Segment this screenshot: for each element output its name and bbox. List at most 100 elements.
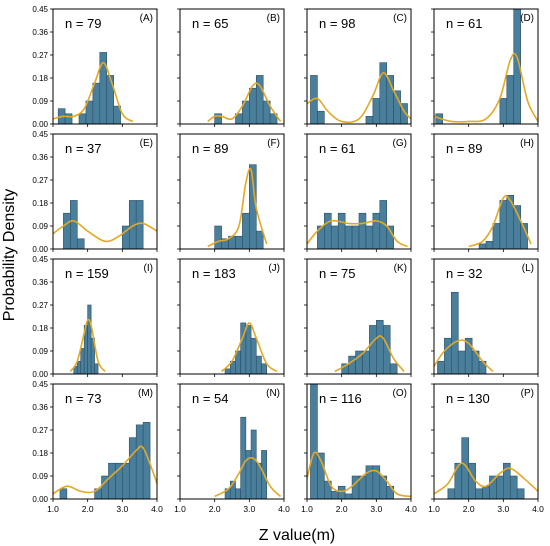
histogram-bar [379,62,388,125]
panel-p: n = 130 (P) 1.0 2.0 3.0 4.0 [428,383,544,514]
histogram-bar [235,235,243,250]
histogram-bar [365,116,374,125]
x-tick-label: 2.0 [82,504,94,514]
panel-grid: n = 79 (A) 0.00 0.09 0.18 0.27 0.36 0.45 n = 65 (… [32,5,544,514]
kde-curve [52,61,134,123]
y-tick-label: 0.45 [32,255,48,264]
histogram-bar [344,225,353,250]
panel-letter: (I) [144,263,153,274]
histogram-bar [224,368,231,375]
sample-size-label: n = 159 [65,266,109,281]
y-tick-label: 0.00 [32,120,48,129]
kde-curve [221,322,278,373]
y-tick-label: 0.09 [32,347,48,356]
y-tick-label: 0.45 [32,380,48,389]
panel-h: n = 89 (H) [431,133,539,252]
histogram-bar [122,462,130,500]
panel-letter: (K) [394,263,407,274]
y-tick-label: 0.00 [32,370,48,379]
histogram-bar [393,90,401,125]
histogram-bar [235,488,241,500]
x-tick-label: 3.0 [497,504,509,514]
sample-size-label: n = 54 [192,391,229,406]
panel-l: n = 32 (L) [431,258,539,377]
histogram-bar [437,360,445,375]
x-tick-label: 4.0 [151,504,163,514]
panel-frame [52,133,158,250]
panel-b: n = 65 (B) [177,8,285,127]
panel-j: n = 183 (J) [177,258,285,377]
kde-curve [69,318,106,372]
x-tick-label: 2.0 [336,504,348,514]
panel-e: n = 37 (E) 0.00 0.09 0.18 0.27 0.36 0.45 [32,130,158,254]
panel-n: n = 54 (N) 1.0 2.0 3.0 4.0 [174,383,290,514]
histogram-bar [478,243,487,250]
histogram-bar [92,82,101,125]
x-tick-label: 4.0 [278,504,290,514]
histogram-bar [250,429,257,500]
y-tick-label: 0.09 [32,222,48,231]
panel-letter: (P) [521,388,534,399]
kde-curve [207,167,268,248]
x-tick-label: 2.0 [209,504,221,514]
panel-frame [179,383,285,500]
histogram-bar [255,230,264,250]
kde-curve [306,219,408,248]
histogram-bar [214,225,222,250]
histogram-bar [485,241,494,250]
panel-letter: (C) [393,13,407,24]
y-tick-label: 0.36 [32,153,48,162]
histogram-bar [516,488,525,500]
histogram-bar [351,225,360,250]
panel-letter: (H) [520,138,534,149]
x-axis-title: Z value(m) [259,527,335,544]
kde-curve [433,52,539,123]
x-tick-label: 3.0 [116,504,128,514]
panel-letter: (N) [266,388,280,399]
histogram-bar [261,363,267,375]
y-tick-label: 0.45 [32,130,48,139]
sample-size-label: n = 89 [446,141,483,156]
panel-g: n = 61 (G) [304,133,412,252]
sample-size-label: n = 130 [446,391,490,406]
histogram-bar [245,325,252,375]
panel-a: n = 79 (A) 0.00 0.09 0.18 0.27 0.36 0.45 [32,5,158,129]
histogram-bar [310,383,318,500]
sample-size-label: n = 116 [319,391,362,406]
histogram-bar [348,355,356,375]
x-tick-label: 1.0 [174,504,186,514]
y-tick-label: 0.09 [32,97,48,106]
y-tick-label: 0.27 [32,51,48,60]
panel-frame [306,133,412,250]
panel-c: n = 98 (C) [304,8,412,127]
panel-frame [306,383,412,500]
panel-letter: (A) [140,13,153,24]
kde-curve [207,82,282,123]
histogram-bar [94,363,99,375]
histogram-bar [372,212,381,250]
histogram-bar [255,355,262,375]
histogram-bar [376,320,384,375]
panel-letter: (O) [393,388,407,399]
y-tick-label: 0.18 [32,199,48,208]
histogram-bar [496,475,504,500]
histogram-bar [76,360,82,375]
histogram-bar [389,363,398,375]
histogram-bar [87,304,92,375]
histogram-bar [324,212,332,250]
sample-size-label: n = 61 [446,16,483,31]
x-tick-label: 4.0 [405,504,417,514]
x-tick-label: 1.0 [47,504,59,514]
y-tick-label: 0.36 [32,28,48,37]
histogram-bar [64,113,73,125]
panel-letter: (F) [267,138,280,149]
kde-curve [52,445,158,495]
histogram-bar [499,98,508,125]
sample-size-label: n = 79 [65,16,102,31]
histogram-bar [128,437,137,500]
histogram-bar [362,350,370,375]
y-tick-label: 0.27 [32,176,48,185]
panel-frame [52,383,158,500]
panel-f: n = 89 (F) [177,133,285,252]
histogram-bar [330,225,339,250]
